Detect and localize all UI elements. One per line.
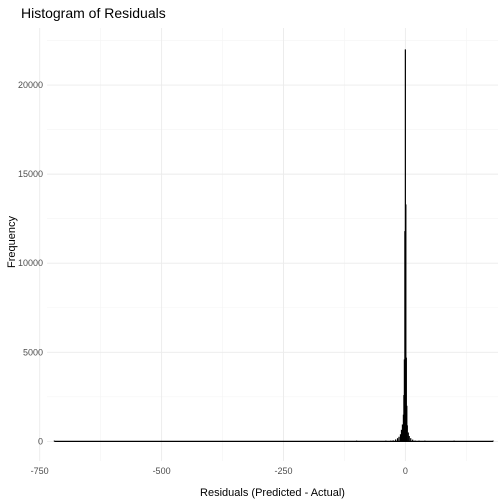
bar-layer: [53, 49, 494, 442]
x-tick-label: -250: [274, 466, 292, 476]
histogram-bar: [399, 434, 402, 442]
histogram-bar: [424, 440, 426, 442]
histogram-bar: [453, 440, 455, 442]
histogram-bar: [395, 439, 397, 442]
y-tick-label: 0: [38, 436, 43, 446]
histogram-bar: [401, 424, 404, 442]
y-tick-label: 15000: [18, 169, 43, 179]
y-tick-label: 20000: [18, 80, 43, 90]
histogram-bar: [492, 440, 494, 442]
tick-label-layer: -750 -500 -250 0 0 5000 10000 15000 20000: [18, 80, 408, 476]
x-axis-title: Residuals (Predicted - Actual): [200, 487, 345, 499]
histogram-bar: [407, 432, 409, 442]
histogram-bar: [405, 357, 407, 442]
x-tick-label: -500: [153, 466, 171, 476]
histogram-bar: [412, 439, 414, 442]
histogram-bar: [406, 425, 408, 442]
histogram-bar: [414, 440, 416, 442]
y-axis-title: Frequency: [6, 216, 18, 268]
histogram-bar: [418, 440, 420, 442]
histogram-bar: [392, 440, 394, 442]
histogram-bar: [356, 440, 358, 442]
histogram-bar: [405, 204, 407, 442]
histogram-bar: [396, 438, 399, 442]
histogram-bar: [390, 440, 392, 442]
y-tick-label: 5000: [23, 347, 43, 357]
histogram-bar: [398, 436, 400, 442]
chart-title: Histogram of Residuals: [21, 5, 166, 21]
grid-layer: [39, 28, 498, 461]
histogram-bar: [406, 405, 408, 442]
x-tick-label: -750: [31, 466, 49, 476]
histogram-bar: [385, 440, 387, 442]
histogram-bar: [410, 438, 412, 442]
histogram-bar: [53, 440, 55, 442]
histogram-bar: [400, 429, 403, 442]
histogram-bar: [408, 436, 410, 442]
y-tick-label: 10000: [18, 258, 43, 268]
x-tick-label: 0: [403, 466, 408, 476]
